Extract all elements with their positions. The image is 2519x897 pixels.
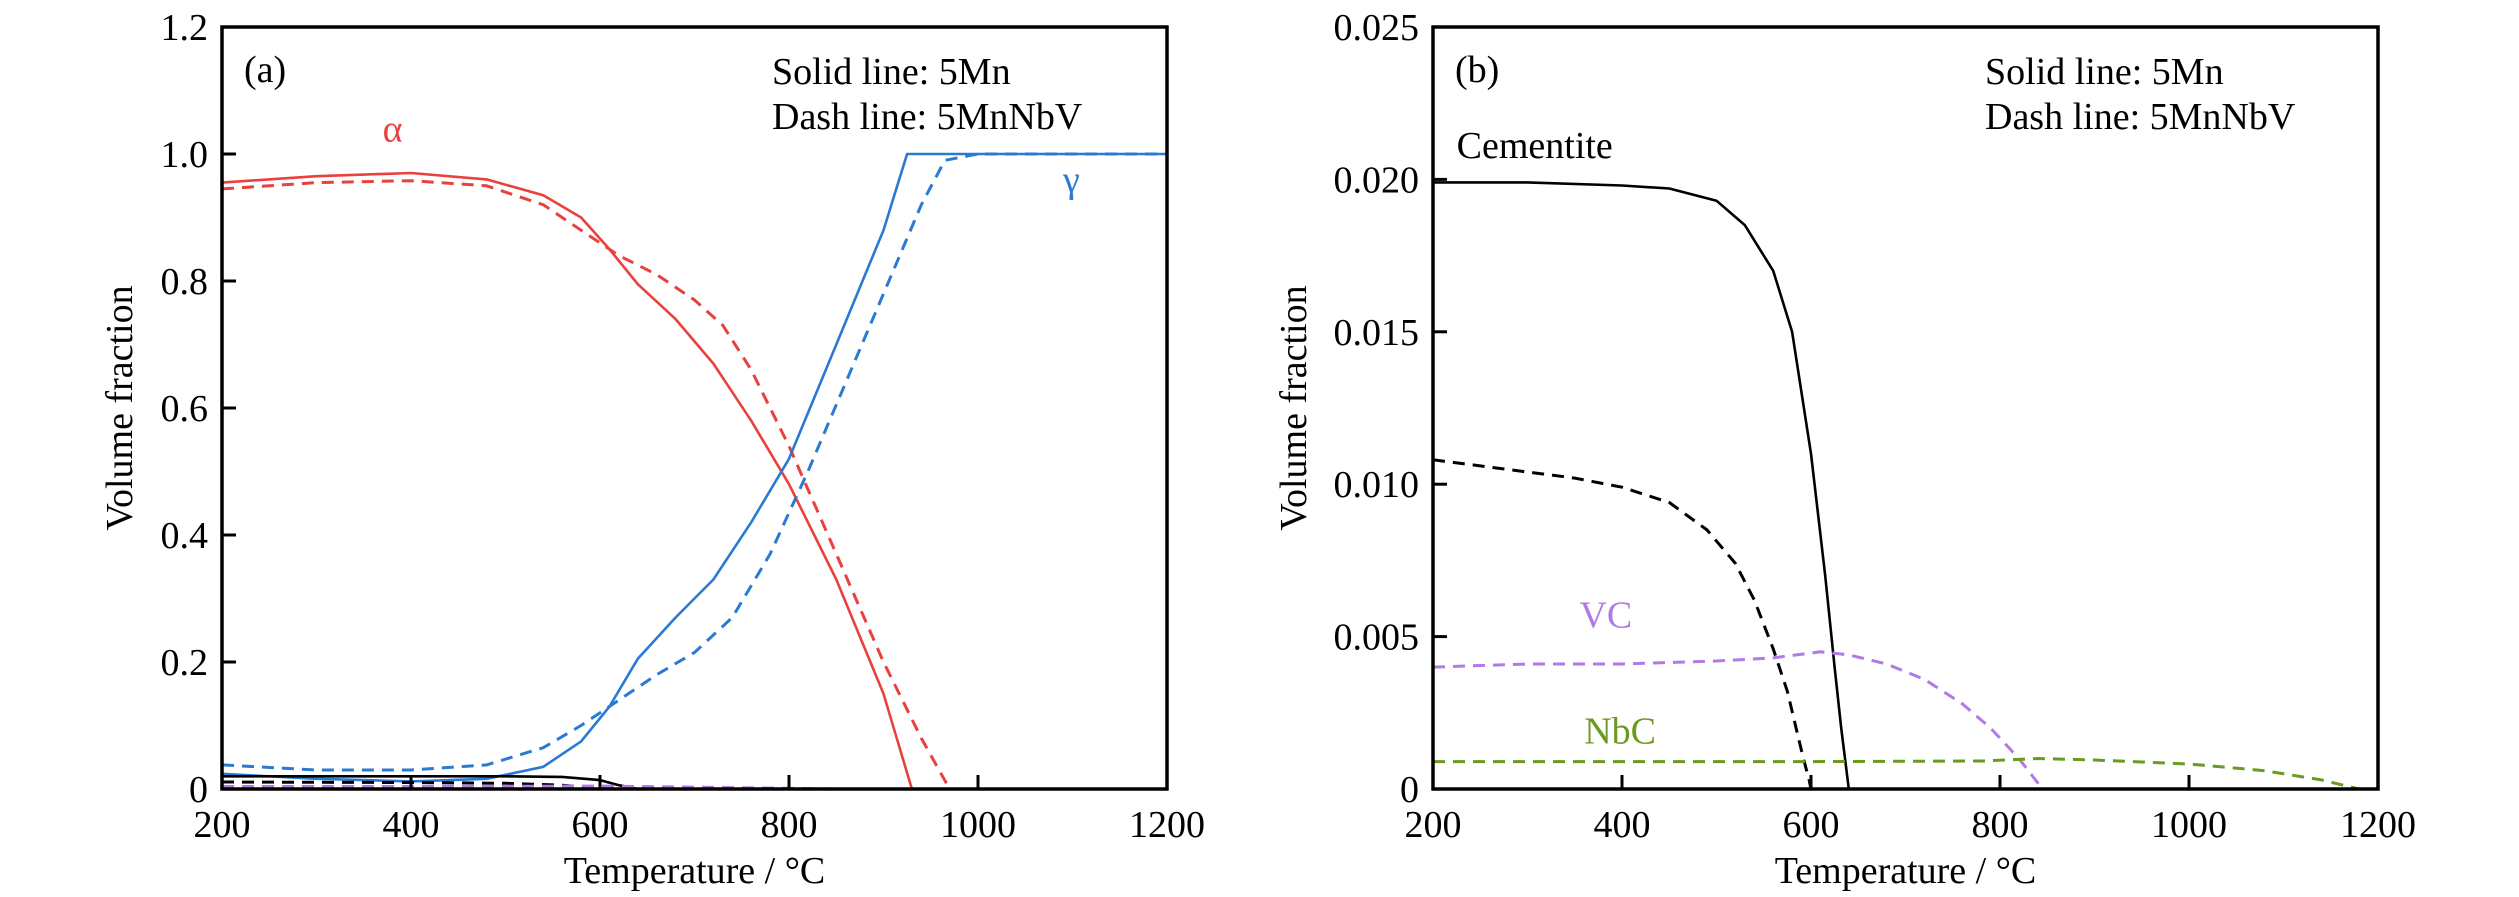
legend-note: Dash line: 5MnNbV [772, 96, 1083, 138]
series-line-γ-5mn [221, 152, 1167, 783]
x-tick-label: 200 [194, 804, 251, 846]
legend-note: Dash line: 5MnNbV [1985, 96, 2296, 138]
y-axis-label: Volume fraction [1273, 285, 1315, 530]
y-tick-label: 0.4 [161, 515, 209, 557]
series-line-cementite-5mn [1433, 181, 1851, 790]
panel-b: 200 400 600 800 1000 1200 0 0.005 0.010 0.015 0.02… [1273, 7, 2416, 892]
y-tick-label: 0.015 [1334, 312, 1420, 354]
series-line-γ-5mnnbv [221, 152, 1167, 772]
y-tick-label: 0.005 [1334, 617, 1420, 659]
x-tick-label: 800 [761, 804, 818, 846]
x-tick-label: 1200 [1129, 804, 1205, 846]
x-tick-label: 400 [1594, 804, 1651, 846]
curve-label-α: α [383, 108, 403, 150]
y-tick-label: 0.025 [1334, 7, 1420, 49]
series-line-nbc-5mnnbv [1433, 757, 2360, 791]
y-axis-label: Volume fraction [99, 285, 141, 530]
x-tick-label: 600 [1783, 804, 1840, 846]
series-line-vc-5mnnbv [1432, 650, 2044, 790]
x-axis-label: Temperature / °C [1775, 850, 2037, 892]
series-line-cementite-5mnnbv [1432, 458, 1813, 790]
x-tick-label: 600 [572, 804, 629, 846]
plot-frame [220, 25, 1169, 791]
series-line-cementite-5mn [222, 775, 639, 791]
series-line-α-5mn [221, 171, 914, 790]
x-tick-label: 1000 [2151, 804, 2227, 846]
plot-frame [1431, 25, 2380, 791]
x-axis-label: Temperature / °C [564, 850, 826, 892]
x-tick-label: 800 [1972, 804, 2029, 846]
y-tick-label: 0.010 [1334, 464, 1420, 506]
curve-label-nbc: NbC [1584, 710, 1656, 752]
y-tick-label: 1.0 [161, 134, 209, 176]
x-tick-label: 1000 [940, 804, 1016, 846]
y-tick-label: 0 [1400, 769, 1419, 811]
legend-note: Solid line: 5Mn [1985, 51, 2224, 93]
curve-label-vc: VC [1579, 594, 1632, 636]
y-tick-label: 1.2 [161, 7, 209, 49]
series-line-α-5mnnbv [221, 179, 951, 790]
y-tick-label: 0 [189, 769, 208, 811]
x-tick-label: 200 [1405, 804, 1462, 846]
x-tick-label: 400 [383, 804, 440, 846]
y-tick-label: 0.6 [161, 388, 209, 430]
legend-note: Solid line: 5Mn [772, 51, 1011, 93]
y-tick-label: 0.2 [161, 642, 209, 684]
curve-label-γ: γ [1062, 159, 1080, 201]
x-tick-label: 1200 [2340, 804, 2416, 846]
y-tick-label: 0.8 [161, 261, 209, 303]
panel-label: (b) [1455, 49, 1499, 91]
panel-a: 200 400 600 800 1000 1200 0 0.2 0.4 0.6 0.8 1.0 1.2 T… [99, 7, 1205, 892]
y-tick-label: 0.020 [1334, 159, 1420, 201]
curve-label-cementite: Cementite [1457, 125, 1613, 167]
panel-label: (a) [244, 49, 286, 91]
